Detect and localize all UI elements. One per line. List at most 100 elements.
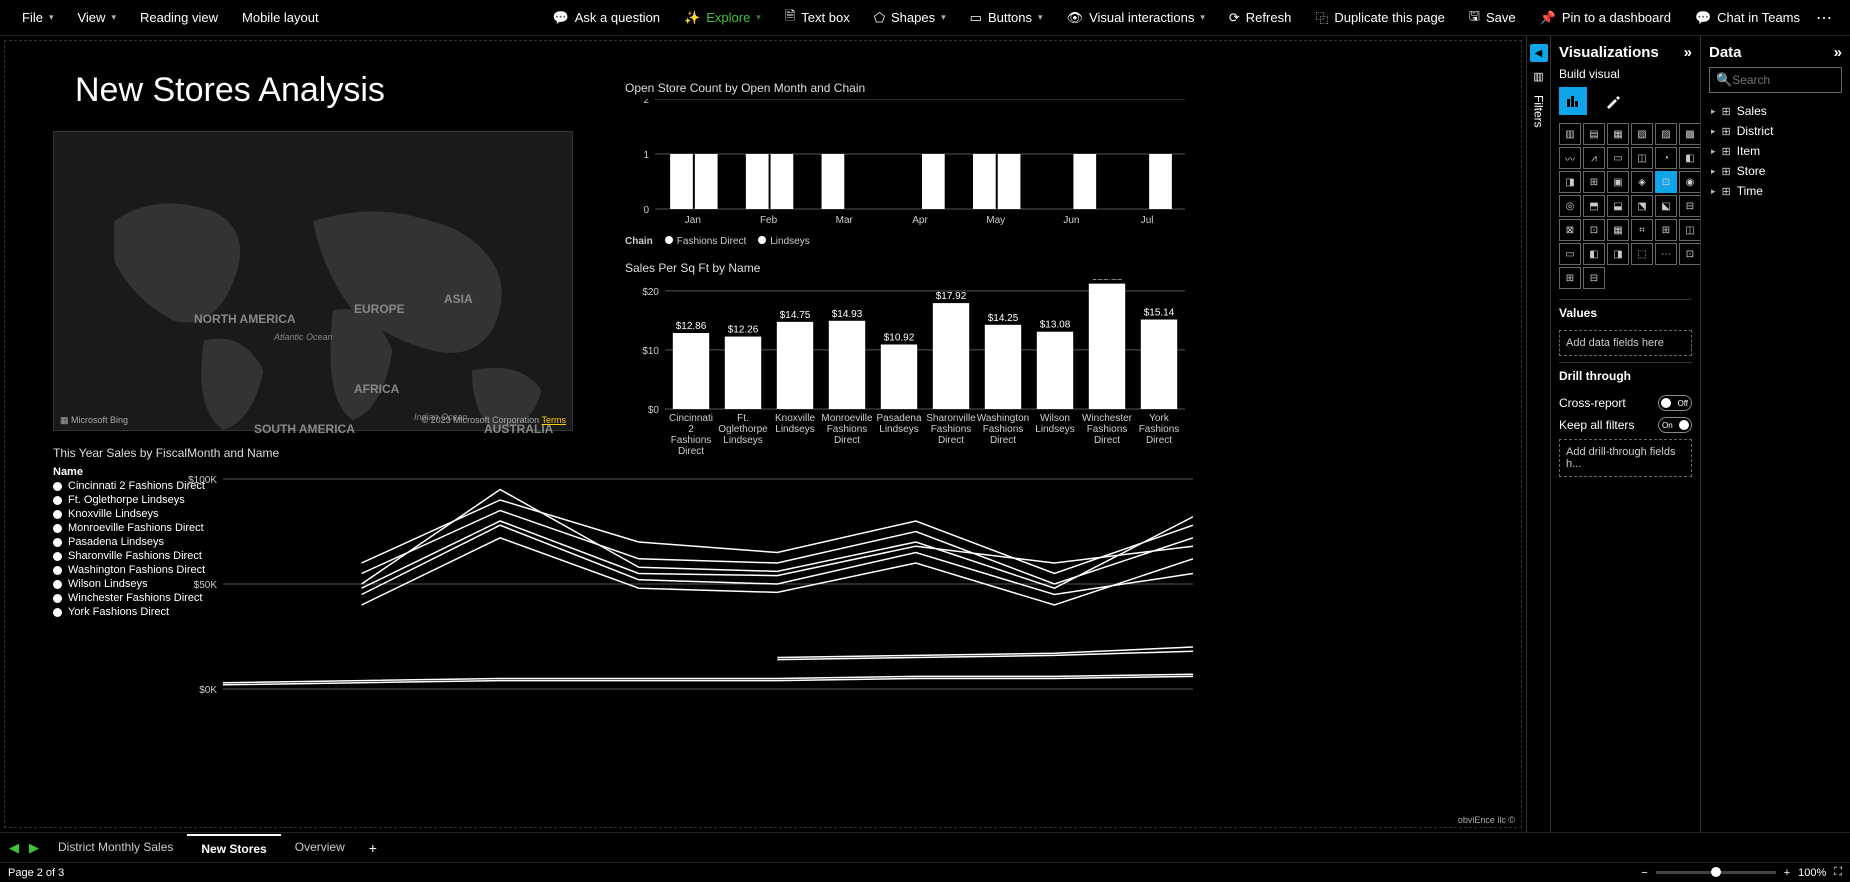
drillthrough-header: Drill through xyxy=(1559,362,1692,389)
viz-type-29[interactable]: ◫ xyxy=(1679,219,1700,241)
page-tab-district-monthly-sales[interactable]: District Monthly Sales xyxy=(44,834,187,862)
zoom-in-icon[interactable]: + xyxy=(1784,867,1790,879)
viz-type-0[interactable]: ▥ xyxy=(1559,123,1581,145)
viz-type-22[interactable]: ⬕ xyxy=(1655,195,1677,217)
format-visual-tab[interactable] xyxy=(1599,87,1627,115)
viz-type-17[interactable]: ◉ xyxy=(1679,171,1700,193)
build-visual-tab[interactable] xyxy=(1559,87,1587,115)
svg-text:$10.92: $10.92 xyxy=(884,332,915,343)
svg-text:$12.26: $12.26 xyxy=(728,325,759,336)
search-input[interactable] xyxy=(1732,73,1835,87)
prev-page-icon[interactable]: ◀ xyxy=(4,840,24,856)
viz-type-32[interactable]: ◨ xyxy=(1607,243,1629,265)
filters-pane-collapsed[interactable]: ◀ ▥ Filters xyxy=(1526,36,1550,832)
svg-text:Lindseys: Lindseys xyxy=(879,424,918,435)
ask-a-question-button[interactable]: 💬Ask a question xyxy=(543,3,670,33)
drillthrough-dropzone[interactable]: Add drill-through fields h... xyxy=(1559,439,1692,477)
map-label: AFRICA xyxy=(354,382,399,396)
viz-type-9[interactable]: ◫ xyxy=(1631,147,1653,169)
viz-type-4[interactable]: ▨ xyxy=(1655,123,1677,145)
table-time[interactable]: ▸⊞Time xyxy=(1709,181,1842,201)
visual-interactions-button[interactable]: 👁Visual interactions▾ xyxy=(1057,3,1215,33)
table-sales[interactable]: ▸⊞Sales xyxy=(1709,101,1842,121)
svg-text:Pasadena: Pasadena xyxy=(876,413,921,424)
viz-type-2[interactable]: ▦ xyxy=(1607,123,1629,145)
open-store-count-chart[interactable]: Open Store Count by Open Month and Chain… xyxy=(625,81,1185,247)
viz-type-19[interactable]: ⬒ xyxy=(1583,195,1605,217)
mobile-layout-button[interactable]: Mobile layout xyxy=(232,6,329,29)
viz-type-35[interactable]: ⊡ xyxy=(1679,243,1700,265)
viz-type-18[interactable]: ◎ xyxy=(1559,195,1581,217)
toolbar-icon: 👁 xyxy=(1067,10,1084,26)
viz-type-11[interactable]: ◧ xyxy=(1679,147,1700,169)
report-canvas[interactable]: New Stores Analysis NORTH AMERICAEUROPEA… xyxy=(4,40,1522,828)
viz-type-3[interactable]: ▧ xyxy=(1631,123,1653,145)
viz-type-25[interactable]: ⊡ xyxy=(1583,219,1605,241)
map-label: Atlantic Ocean xyxy=(274,332,333,342)
viz-type-20[interactable]: ⬓ xyxy=(1607,195,1629,217)
cross-report-toggle[interactable]: Off xyxy=(1658,395,1692,411)
viz-type-16[interactable]: ⊡ xyxy=(1655,171,1677,193)
explore-button[interactable]: ✨Explore▾ xyxy=(674,3,771,33)
viz-type-10[interactable]: ◔ xyxy=(1655,147,1677,169)
viz-type-5[interactable]: ▩ xyxy=(1679,123,1700,145)
refresh-button[interactable]: ⟳Refresh xyxy=(1219,3,1301,33)
keep-filters-toggle[interactable]: On xyxy=(1658,417,1692,433)
table-district[interactable]: ▸⊞District xyxy=(1709,121,1842,141)
zoom-slider[interactable] xyxy=(1656,871,1776,874)
chat-in-teams-button[interactable]: 💬Chat in Teams xyxy=(1685,3,1810,33)
table-store[interactable]: ▸⊞Store xyxy=(1709,161,1842,181)
viz-type-26[interactable]: ▦ xyxy=(1607,219,1629,241)
viz-type-30[interactable]: ▭ xyxy=(1559,243,1581,265)
reading-view-button[interactable]: Reading view xyxy=(130,6,228,29)
viz-type-36[interactable]: ⊞ xyxy=(1559,267,1581,289)
viz-type-28[interactable]: ⊞ xyxy=(1655,219,1677,241)
viz-type-13[interactable]: ⊞ xyxy=(1583,171,1605,193)
viz-type-34[interactable]: ⋯ xyxy=(1655,243,1677,265)
text-box-button[interactable]: 🗎Text box xyxy=(775,3,860,33)
view-button[interactable]: View▾ xyxy=(67,6,125,29)
svg-text:Direct: Direct xyxy=(1146,435,1172,446)
add-page-button[interactable]: + xyxy=(359,834,387,862)
buttons-button[interactable]: ▭Buttons▾ xyxy=(960,3,1053,33)
viz-type-21[interactable]: ⬔ xyxy=(1631,195,1653,217)
cross-report-label: Cross-report xyxy=(1559,396,1626,410)
save-button[interactable]: 🖫Save xyxy=(1459,3,1526,33)
svg-text:Fashions: Fashions xyxy=(983,424,1024,435)
page-tab-new-stores[interactable]: New Stores xyxy=(187,834,280,862)
viz-type-27[interactable]: ⌗ xyxy=(1631,219,1653,241)
viz-type-31[interactable]: ◧ xyxy=(1583,243,1605,265)
viz-type-1[interactable]: ▤ xyxy=(1583,123,1605,145)
viz-type-12[interactable]: ◨ xyxy=(1559,171,1581,193)
viz-type-14[interactable]: ▣ xyxy=(1607,171,1629,193)
map-label: NORTH AMERICA xyxy=(194,312,296,326)
map-visual[interactable]: NORTH AMERICAEUROPEASIASOUTH AMERICAAFRI… xyxy=(53,131,573,431)
viz-type-24[interactable]: ⊠ xyxy=(1559,219,1581,241)
more-icon[interactable]: ⋯ xyxy=(1810,8,1838,28)
page-tab-overview[interactable]: Overview xyxy=(281,834,359,862)
values-dropzone[interactable]: Add data fields here xyxy=(1559,330,1692,356)
viz-type-6[interactable]: 〰 xyxy=(1559,147,1581,169)
viz-type-8[interactable]: ▭ xyxy=(1607,147,1629,169)
svg-text:$17.92: $17.92 xyxy=(936,291,967,302)
viz-type-23[interactable]: ⊟ xyxy=(1679,195,1700,217)
shapes-button[interactable]: ⬠Shapes▾ xyxy=(864,3,956,33)
collapse-data-icon[interactable]: » xyxy=(1834,44,1842,61)
fit-page-icon[interactable]: ⛶ xyxy=(1834,866,1842,879)
viz-type-37[interactable]: ⊟ xyxy=(1583,267,1605,289)
data-search[interactable]: 🔍 xyxy=(1709,67,1842,93)
collapse-viz-icon[interactable]: » xyxy=(1684,44,1692,61)
this-year-sales-chart[interactable]: This Year Sales by FiscalMonth and Name$… xyxy=(53,446,1193,697)
viz-type-15[interactable]: ◈ xyxy=(1631,171,1653,193)
expand-filters-icon[interactable]: ◀ xyxy=(1530,44,1548,62)
svg-text:2: 2 xyxy=(688,424,694,435)
pin-to-a-dashboard-button[interactable]: 📌Pin to a dashboard xyxy=(1530,3,1681,33)
duplicate-this-page-button[interactable]: ⿻Duplicate this page xyxy=(1305,3,1455,33)
zoom-out-icon[interactable]: − xyxy=(1641,867,1647,879)
table-item[interactable]: ▸⊞Item xyxy=(1709,141,1842,161)
sales-per-sqft-chart[interactable]: Sales Per Sq Ft by Name$0$10$20$12.86Cin… xyxy=(625,261,1185,472)
file-button[interactable]: File▾ xyxy=(12,6,63,29)
viz-type-33[interactable]: ⬚ xyxy=(1631,243,1653,265)
viz-type-7[interactable]: ⩘ xyxy=(1583,147,1605,169)
next-page-icon[interactable]: ▶ xyxy=(24,840,44,856)
